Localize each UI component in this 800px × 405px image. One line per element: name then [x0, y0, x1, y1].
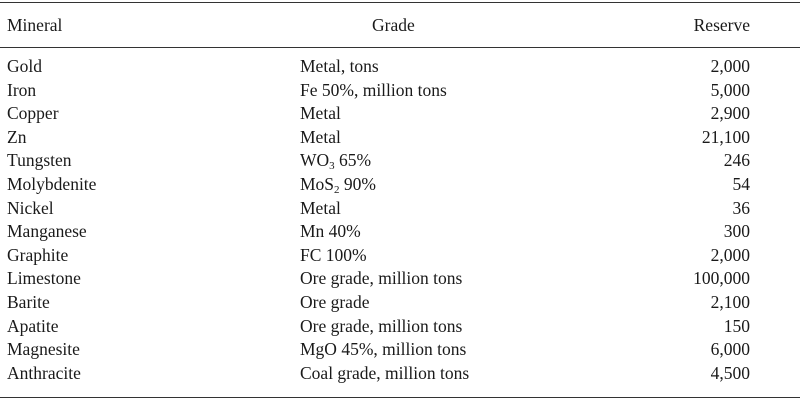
header-mineral: Mineral [7, 15, 63, 35]
cell-reserve: 4,500 [710, 362, 750, 383]
cell-grade: Fe 50%, million tons [300, 79, 447, 100]
cell-grade: Ore grade [300, 291, 370, 312]
table-row: Graphite FC 100% 2,000 [0, 244, 800, 268]
cell-reserve: 5,000 [710, 79, 750, 100]
cell-reserve: 2,000 [710, 56, 750, 76]
cell-mineral: Nickel [7, 197, 54, 218]
table-row: Manganese Mn 40% 300 [0, 220, 800, 244]
cell-mineral: Barite [7, 291, 50, 312]
cell-reserve: 300 [723, 221, 750, 242]
cell-mineral: Anthracite [7, 362, 81, 383]
grade-subscript: 2 [334, 183, 340, 196]
table-body: Gold Metal, tons 2,000 Iron Fe 50%, mill… [0, 55, 800, 385]
grade-formula: MoS [300, 173, 335, 194]
cell-mineral: Gold [7, 56, 42, 76]
cell-reserve: 2,000 [710, 244, 750, 265]
grade-percent: 90% [339, 173, 376, 194]
grade-formula: WO [300, 150, 330, 171]
cell-grade: Mn 40% [300, 221, 361, 242]
table-row: Limestone Ore grade, million tons 100,00… [0, 267, 800, 291]
cell-grade: Ore grade, million tons [300, 268, 463, 289]
table-top-rule [0, 2, 800, 3]
cell-mineral: Molybdenite [7, 173, 97, 194]
cell-grade: MoS2 90% [300, 173, 376, 197]
cell-grade: WO3 65% [300, 149, 371, 173]
table-row: Magnesite MgO 45%, million tons 6,000 [0, 338, 800, 362]
cell-mineral: Iron [7, 79, 37, 100]
cell-reserve: 6,000 [710, 339, 750, 360]
cell-grade: FC 100% [300, 244, 367, 265]
cell-reserve: 100,000 [693, 268, 750, 289]
cell-mineral: Zn [7, 126, 27, 147]
grade-percent: 65% [334, 150, 372, 171]
cell-mineral: Limestone [7, 268, 81, 289]
table-bottom-rule [0, 397, 800, 398]
cell-mineral: Tungsten [7, 150, 72, 171]
header-grade: Grade [372, 15, 415, 35]
cell-reserve: 36 [732, 197, 751, 218]
table-row: Apatite Ore grade, million tons 150 [0, 315, 800, 339]
cell-reserve: 21,100 [701, 126, 750, 147]
table-row: Zn Metal 21,100 [0, 126, 800, 150]
table-header: Mineral Grade Reserve [0, 12, 800, 38]
cell-reserve: 246 [723, 150, 750, 171]
cell-reserve: 2,100 [710, 291, 750, 312]
table-row: Copper Metal 2,900 [0, 102, 800, 126]
cell-grade: Coal grade, million tons [300, 362, 470, 383]
cell-mineral: Manganese [7, 221, 87, 242]
table-row: Anthracite Coal grade, million tons 4,50… [0, 362, 800, 386]
cell-reserve: 54 [732, 173, 751, 194]
cell-reserve: 2,900 [710, 103, 750, 124]
cell-grade: MgO 45%, million tons [300, 339, 467, 360]
table-row: Barite Ore grade 2,100 [0, 291, 800, 315]
cell-mineral: Graphite [7, 244, 69, 265]
grade-subscript: 3 [329, 160, 335, 173]
cell-grade: Metal, tons [300, 56, 379, 76]
table-row: Gold Metal, tons 2,000 [0, 55, 800, 79]
cell-grade: Metal [300, 103, 341, 124]
cell-mineral: Apatite [7, 315, 59, 336]
table-header-rule [0, 47, 800, 48]
header-reserve: Reserve [693, 15, 750, 35]
cell-grade: Metal [300, 197, 341, 218]
cell-grade: Ore grade, million tons [300, 315, 463, 336]
table-row: Tungsten WO3 65% 246 [0, 149, 800, 173]
cell-mineral: Magnesite [7, 339, 80, 360]
table-row: Iron Fe 50%, million tons 5,000 [0, 79, 800, 103]
table-row: Molybdenite MoS2 90% 54 [0, 173, 800, 197]
table-row: Nickel Metal 36 [0, 197, 800, 221]
cell-mineral: Copper [7, 103, 59, 124]
cell-grade: Metal [300, 126, 341, 147]
cell-reserve: 150 [723, 315, 750, 336]
